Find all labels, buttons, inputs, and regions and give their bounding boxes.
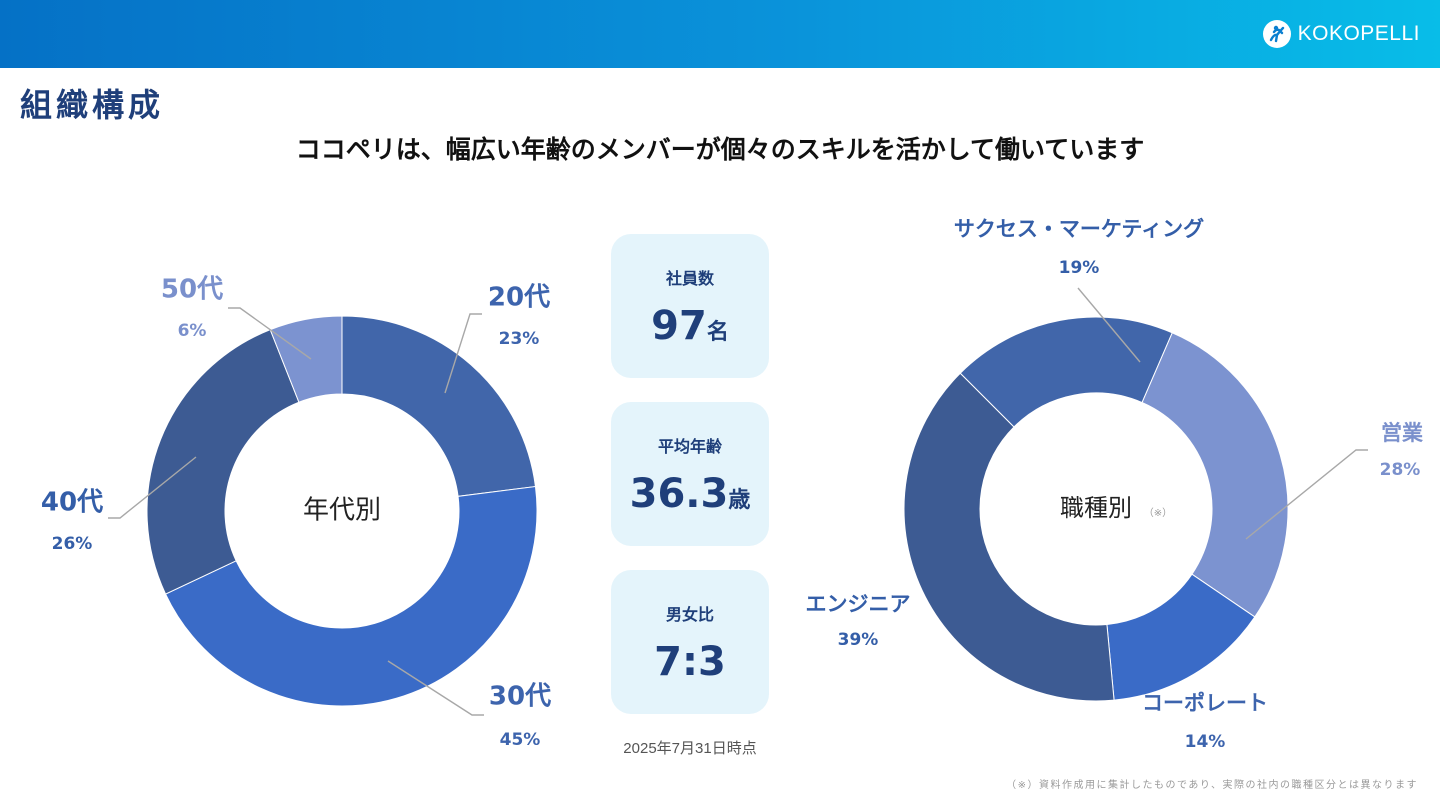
value-label-0-2: 26% <box>52 534 93 554</box>
category-label-1-1: 営業 <box>1381 421 1424 445</box>
category-label-1-2: コーポレート <box>1142 691 1268 715</box>
value-label-0-1: 45% <box>500 730 541 750</box>
donut-slice-0-0 <box>341 315 537 497</box>
center-label-1: 職種別 <box>1060 494 1132 522</box>
category-label-0-0: 20代 <box>488 283 550 313</box>
value-label-1-0: 19% <box>1059 258 1100 278</box>
stat-unit: 歳 <box>728 488 751 513</box>
value-label-0-0: 23% <box>499 329 540 349</box>
category-label-0-3: 50代 <box>161 275 223 305</box>
stat-card-average-age: 平均年齢 36.3歳 <box>611 402 769 546</box>
stat-label: 男女比 <box>665 605 714 624</box>
leader-line-0-3 <box>228 307 312 360</box>
category-label-0-1: 30代 <box>489 682 551 712</box>
value-label-1-2: 14% <box>1185 732 1226 752</box>
donut-slice-0-2 <box>146 329 300 595</box>
donut-slice-1-3 <box>903 372 1115 702</box>
kokopelli-mark-icon <box>1262 20 1291 48</box>
footnote: （※）資料作成用に集計したものであり、実際の社内の職種区分とは異なります <box>1006 780 1418 791</box>
center-note-1: （※） <box>1144 507 1172 519</box>
value-label-1-1: 28% <box>1380 460 1421 480</box>
leader-line-0-2 <box>108 456 197 519</box>
page-subtitle: ココペリは、幅広い年齢のメンバーが個々のスキルを活かして働いています <box>295 135 1145 164</box>
stat-number: 97 <box>651 303 707 349</box>
value-label-1-3: 39% <box>838 630 879 650</box>
stat-number: 36.3 <box>629 471 729 517</box>
stat-label: 平均年齢 <box>657 437 722 456</box>
stat-card-gender-ratio: 男女比 7:3 <box>611 570 769 714</box>
donut-slice-0-3 <box>269 315 343 403</box>
stat-label: 社員数 <box>665 269 714 288</box>
leader-line-1-1 <box>1245 449 1368 540</box>
stat-value: 97名 <box>611 304 769 355</box>
stat-card-headcount: 社員数 97名 <box>611 234 769 378</box>
category-label-1-0: サクセス・マーケティング <box>954 217 1204 241</box>
stat-value: 36.3歳 <box>611 472 769 523</box>
header-bar: KOKOPELLI <box>0 0 1440 68</box>
stat-value: 7:3 <box>611 640 769 691</box>
leader-line-0-1 <box>387 660 484 716</box>
stat-number: 7:3 <box>654 639 726 685</box>
center-label-0: 年代別 <box>303 496 381 526</box>
leader-line-1-0 <box>1077 287 1141 363</box>
as-of-date: 2025年7月31日時点 <box>623 740 757 757</box>
page-title: 組織構成 <box>20 86 165 124</box>
category-label-1-3: エンジニア <box>806 592 911 616</box>
stat-unit: 名 <box>706 320 729 345</box>
logo-text: KOKOPELLI <box>1297 22 1420 45</box>
donut-slice-1-1 <box>1141 332 1289 618</box>
category-label-0-2: 40代 <box>41 488 103 518</box>
value-label-0-3: 6% <box>178 321 207 341</box>
leader-line-0-0 <box>444 313 482 394</box>
logo: KOKOPELLI <box>1262 17 1420 51</box>
donut-slice-0-1 <box>164 486 538 707</box>
